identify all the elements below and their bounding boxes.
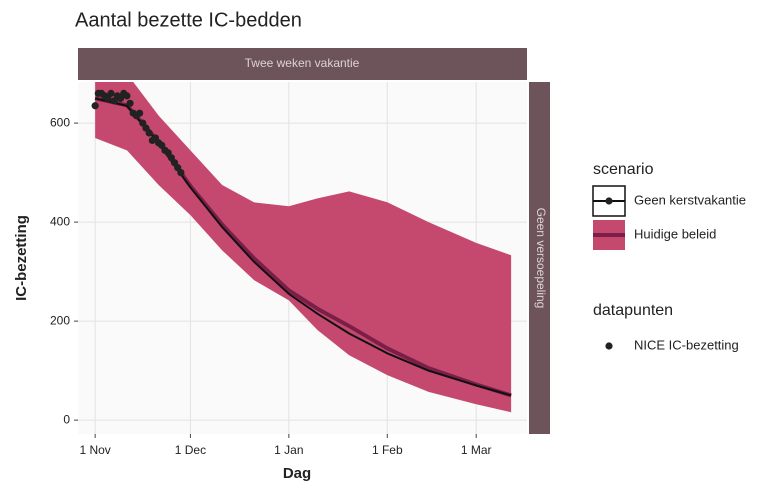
data-point — [136, 109, 144, 117]
x-tick-label: 1 Feb — [372, 443, 403, 457]
y-tick-label: 600 — [50, 115, 70, 129]
data-point — [177, 168, 185, 177]
y-tick-label: 400 — [50, 214, 70, 228]
x-axis-title: Dag — [283, 465, 311, 482]
facet-label: Twee weken vakantie — [245, 56, 360, 70]
y-tick-label: 0 — [63, 412, 70, 426]
facet-strip — [78, 48, 527, 80]
chart-title: Aantal bezette IC-bedden — [75, 9, 302, 31]
data-point — [123, 92, 131, 100]
confidence-band — [95, 82, 512, 413]
facet-label: Geen versoepeling — [534, 208, 548, 309]
legend-key-point — [605, 197, 613, 205]
y-axis-title: IC-bezetting — [13, 215, 30, 301]
x-tick-label: 1 Nov — [79, 443, 110, 457]
legend-title: scenario — [593, 161, 654, 178]
x-tick-label: 1 Mar — [461, 443, 492, 457]
data-point — [91, 102, 99, 110]
facet-strip — [529, 82, 550, 434]
legend-title: datapunten — [593, 302, 673, 319]
x-tick-label: 1 Dec — [175, 443, 206, 457]
plot-layer — [91, 82, 512, 413]
legend-key-point — [605, 342, 613, 350]
data-point — [145, 129, 153, 137]
data-point — [126, 99, 134, 107]
legend-label: NICE IC-bezetting — [634, 337, 739, 352]
legend-label: Huidige beleid — [634, 226, 716, 241]
x-tick-label: 1 Jan — [274, 443, 303, 457]
data-point — [107, 89, 115, 97]
y-tick-label: 200 — [50, 313, 70, 327]
legend-label: Geen kerstvakantie — [634, 192, 746, 207]
